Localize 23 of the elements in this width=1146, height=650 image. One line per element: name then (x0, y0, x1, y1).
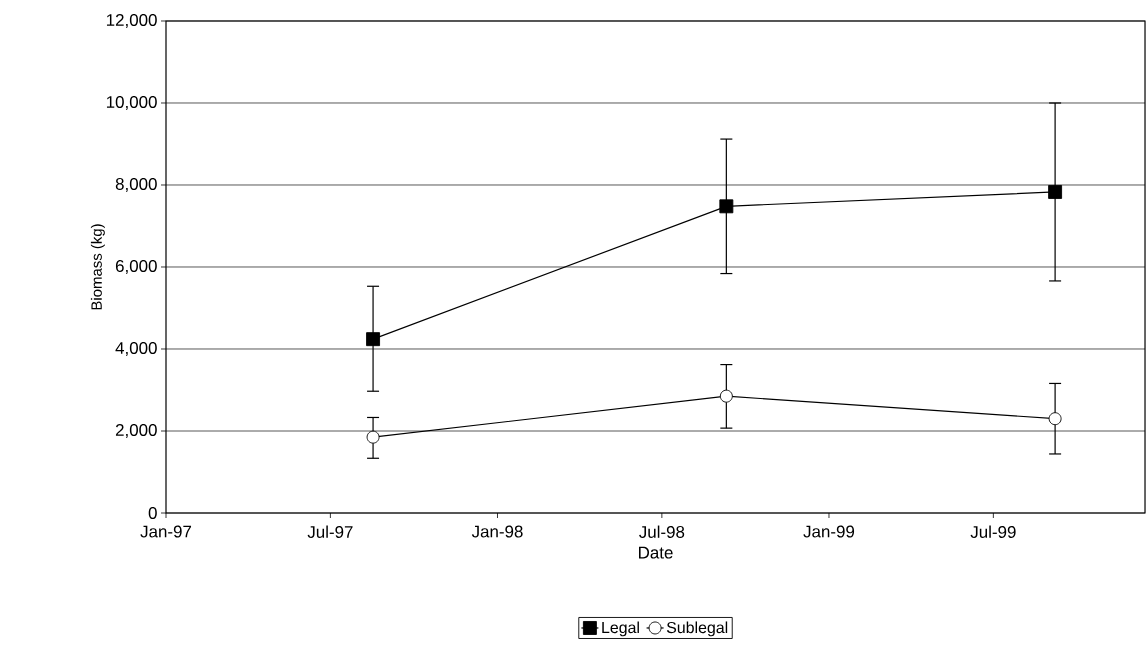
point (1048, 412, 1062, 426)
point (719, 389, 733, 403)
point (1048, 185, 1063, 199)
point (366, 430, 380, 444)
x-tick-label: Jan-98 (471, 525, 523, 538)
point (719, 199, 734, 214)
x-tick-label: Jan-99 (803, 525, 855, 538)
x-tick-label: Jul-97 (307, 525, 353, 538)
x-tick-label: Jan-97 (140, 525, 192, 538)
y-tick-label: 8,000 (115, 178, 157, 192)
y-axis-title: Biomass (kg) (90, 224, 105, 310)
y-tick-label: 2,000 (115, 424, 157, 438)
legend-label: Sublegal (666, 621, 728, 637)
x-tick-label: Jul-99 (970, 525, 1016, 538)
x-axis-title: Date (639, 546, 673, 559)
point (366, 332, 381, 347)
legend-label: Legal (602, 621, 639, 637)
x-tick-label: Jul-98 (639, 525, 685, 538)
y-tick-label: 12,000 (106, 14, 157, 28)
y-tick-label: 10,000 (106, 96, 157, 110)
y-tick-label: 4,000 (115, 342, 157, 356)
y-tick-label: 6,000 (115, 260, 157, 274)
y-tick-label: 0 (148, 507, 157, 519)
